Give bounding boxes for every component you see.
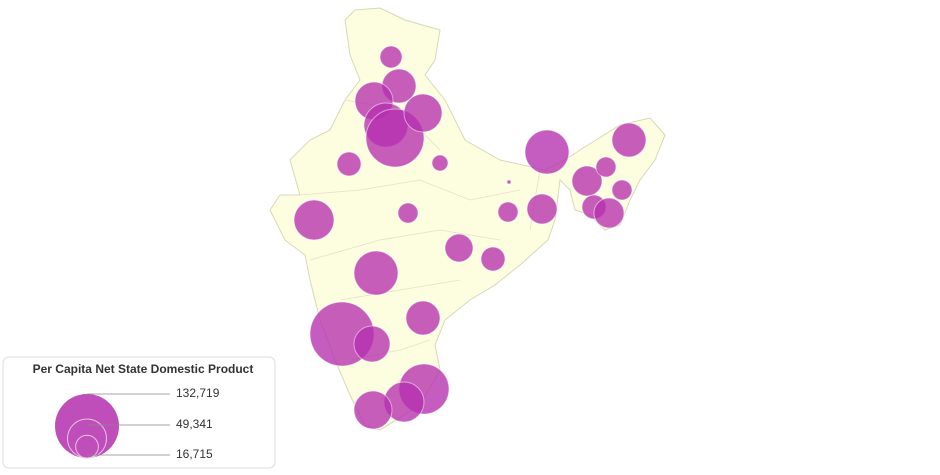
bubble: [403, 93, 443, 133]
bubble: [611, 179, 633, 201]
bubble: [397, 202, 419, 224]
legend-bubble: [75, 434, 99, 459]
legend-title: Per Capita Net State Domestic Product: [33, 362, 254, 376]
bubble: [571, 165, 603, 197]
bubble: [353, 250, 399, 296]
legend-label: 132,719: [176, 386, 220, 400]
bubble-layer: [293, 45, 647, 430]
bubble: [524, 129, 570, 175]
legend-bubble: [55, 394, 119, 458]
legend-label: 49,341: [176, 417, 213, 431]
bubble: [480, 246, 506, 272]
bubble: [595, 156, 617, 178]
bubble: [353, 325, 391, 363]
bubble: [379, 45, 403, 69]
legend: 132,719 49,341 16,715: [55, 386, 220, 461]
bubble: [526, 193, 558, 225]
bubble: [336, 151, 362, 177]
bubble: [611, 122, 647, 158]
bubble: [497, 201, 519, 223]
bubble: [506, 179, 512, 185]
bubble: [593, 197, 625, 229]
bubble: [293, 199, 335, 241]
bubble: [353, 390, 393, 430]
bubble: [431, 154, 449, 172]
legend-label: 16,715: [176, 447, 213, 461]
bubble: [444, 233, 474, 263]
bubble: [405, 300, 441, 336]
